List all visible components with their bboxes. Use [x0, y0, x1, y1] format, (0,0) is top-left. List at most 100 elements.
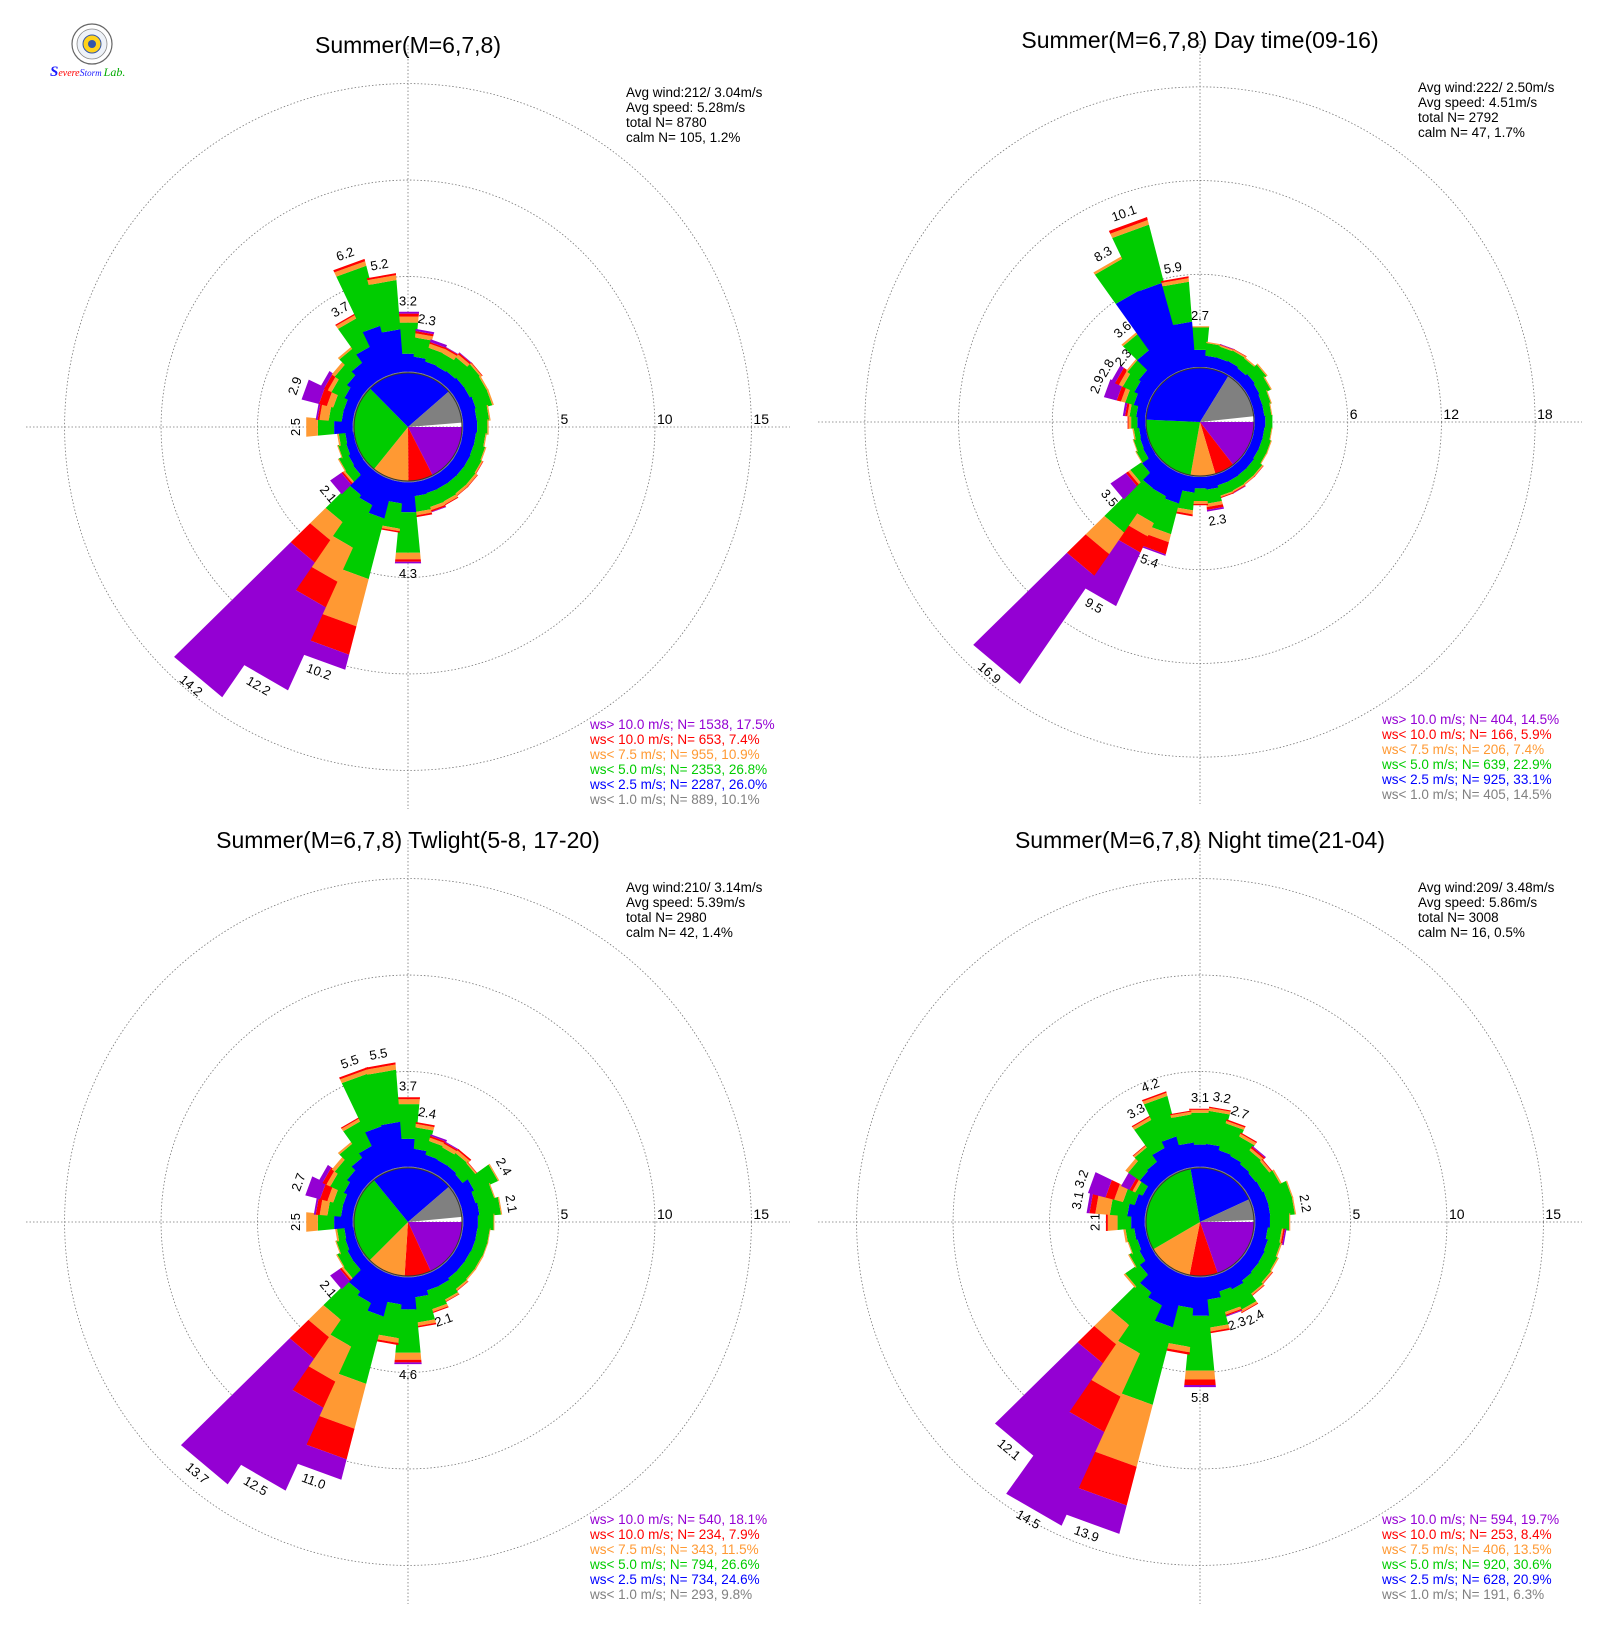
petal-segment — [1127, 1240, 1134, 1255]
petal — [1204, 341, 1222, 370]
petal-label: 5.9 — [1163, 259, 1183, 277]
petal-label: 2.4 — [417, 1104, 437, 1122]
petal-segment — [431, 1306, 449, 1314]
petal-segment — [1192, 488, 1208, 502]
petal-segment — [1223, 1267, 1244, 1291]
petal-segment — [308, 1305, 341, 1338]
petal-segment — [1141, 1091, 1167, 1102]
petal-segment — [478, 375, 489, 391]
petal-segment — [1227, 475, 1245, 492]
petal-segment — [1189, 1112, 1211, 1145]
petal-segment — [379, 527, 400, 533]
petal-segment — [1141, 453, 1162, 473]
petal-segment — [1137, 282, 1187, 373]
pie-slice — [369, 1222, 408, 1276]
petal-segment — [330, 472, 352, 495]
petal-segment — [1242, 475, 1255, 486]
petal — [394, 480, 422, 564]
petal-segment — [341, 1266, 353, 1280]
petal-segment — [333, 258, 366, 273]
petal-segment — [399, 482, 417, 513]
petal-segment — [1231, 1260, 1252, 1282]
pie-slice — [1200, 1199, 1254, 1222]
petal-segment — [429, 341, 446, 350]
petal — [305, 1176, 360, 1209]
petal — [1204, 1274, 1230, 1334]
pie-slice — [1200, 422, 1234, 474]
petal-segment — [362, 1182, 371, 1192]
petal-segment — [1268, 1196, 1295, 1217]
petal — [1121, 1171, 1157, 1200]
petal-segment — [415, 1122, 435, 1128]
petal-segment — [1261, 1271, 1274, 1286]
petal-segment — [1132, 1116, 1154, 1130]
petal-label: 2.3 — [417, 311, 437, 329]
petal-segment — [458, 352, 473, 364]
petal-segment — [1206, 506, 1225, 512]
petal — [1213, 1270, 1243, 1318]
petal-segment — [1137, 349, 1169, 384]
petal — [1164, 1274, 1196, 1355]
petal-segment — [444, 1293, 460, 1303]
petal-segment — [1262, 427, 1272, 442]
ring-label: 5 — [560, 1206, 568, 1222]
petal — [1123, 1226, 1148, 1243]
petal-segment — [1115, 289, 1178, 378]
petal-segment — [442, 494, 458, 506]
petal — [456, 1182, 496, 1209]
petal-segment — [445, 1182, 454, 1192]
petal-segment — [1280, 1228, 1285, 1245]
petal-segment — [394, 1362, 422, 1365]
petal-segment — [453, 449, 471, 467]
info-line: Avg speed: 5.39m/s — [626, 895, 745, 910]
petal-segment — [1112, 224, 1164, 292]
pie-slice — [408, 1222, 462, 1272]
petal-segment — [342, 470, 355, 484]
info-line: total N= 2980 — [626, 910, 707, 925]
petal-segment — [454, 1279, 469, 1292]
ring-label: 10 — [657, 411, 673, 427]
petal-segment — [1166, 1305, 1194, 1347]
petal-segment — [1206, 500, 1223, 508]
petal-segment — [1132, 439, 1138, 452]
petal-segment — [345, 440, 359, 455]
petal-segment — [1116, 1296, 1162, 1354]
pie-slice — [408, 427, 433, 481]
petal-segment — [1204, 1275, 1221, 1300]
university-seal-icon — [71, 23, 113, 65]
petal-segment — [337, 443, 351, 459]
petal-segment — [1279, 1228, 1284, 1245]
petal-segment — [180, 1338, 315, 1485]
petal-segment — [1138, 368, 1162, 391]
petal-segment — [317, 1213, 335, 1231]
petal-segment — [338, 431, 348, 446]
petal-segment — [1165, 1342, 1191, 1353]
petal-segment — [1213, 471, 1229, 486]
petal-segment — [431, 1159, 448, 1177]
petal-segment — [336, 432, 341, 447]
petal — [315, 402, 356, 423]
petal-segment — [1252, 426, 1265, 440]
petal-segment — [1205, 342, 1222, 358]
legend-entry: ws< 5.0 m/s; N= 920, 30.6% — [1381, 1557, 1552, 1572]
petal-segment — [1138, 1260, 1169, 1293]
petal-segment — [174, 542, 315, 698]
petal-segment — [1192, 501, 1208, 504]
petal-segment — [1139, 1169, 1162, 1191]
petal-segment — [438, 1176, 448, 1185]
petal — [1222, 1132, 1258, 1179]
petal-segment — [1184, 1384, 1216, 1388]
petal-segment — [1240, 1301, 1258, 1313]
petal — [306, 1212, 355, 1232]
petal — [1135, 444, 1157, 464]
petal-segment — [446, 377, 465, 396]
petal-segment — [1135, 448, 1149, 463]
logo-s1: S — [50, 64, 59, 80]
petal-segment — [1189, 1108, 1211, 1110]
petal — [1127, 415, 1147, 429]
pie-outline — [1145, 1167, 1255, 1277]
petal-segment — [1127, 402, 1132, 417]
petal-segment — [1110, 1282, 1152, 1326]
petal-segment — [463, 1215, 478, 1229]
